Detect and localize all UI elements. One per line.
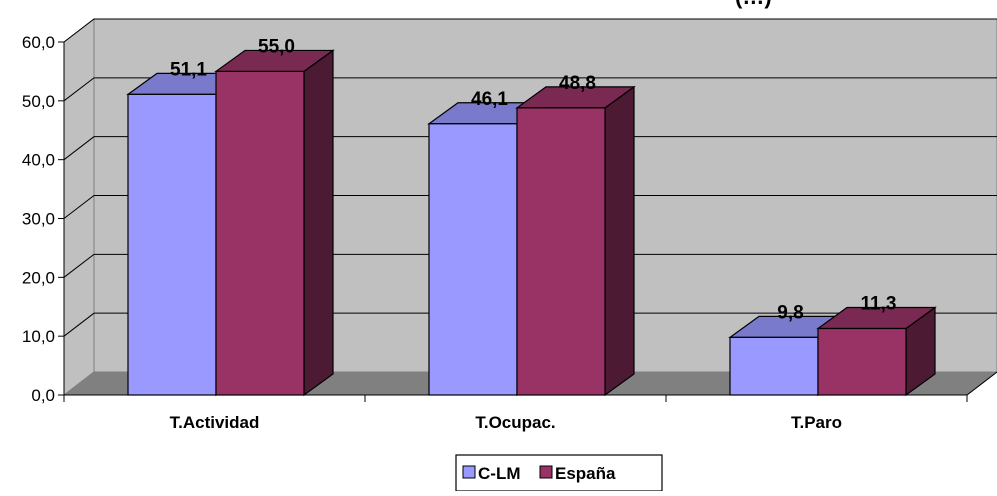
x-tick-label: T.Paro xyxy=(791,413,842,432)
bar-front xyxy=(516,107,606,396)
y-tick-label: 20,0 xyxy=(22,268,55,287)
bar-front xyxy=(729,336,819,396)
x-axis: T.Actividad T.Ocupac. T.Paro xyxy=(63,371,997,432)
chart-title: (…) xyxy=(735,0,772,9)
y-tick-label: 0,0 xyxy=(31,386,55,405)
bar xyxy=(214,49,335,397)
x-axis-depth xyxy=(966,371,997,396)
y-tick-label: 30,0 xyxy=(22,210,55,229)
data-label: 9,8 xyxy=(777,302,803,323)
gridline xyxy=(63,253,997,278)
legend-label: España xyxy=(555,464,616,483)
data-label: 46,1 xyxy=(471,89,508,110)
bar-side xyxy=(604,85,635,397)
y-tick-label: 40,0 xyxy=(22,151,55,170)
legend-label: C-LM xyxy=(478,464,520,483)
legend-swatch xyxy=(539,465,553,479)
y-axis: 0,0 10,0 20,0 30,0 40,0 50,0 60,0 xyxy=(22,33,65,405)
x-tick-label: T.Actividad xyxy=(170,413,260,432)
y-tick-label: 10,0 xyxy=(22,327,55,346)
y-tick-label: 60,0 xyxy=(22,33,55,52)
data-label: 55,0 xyxy=(258,36,295,57)
legend-swatch xyxy=(462,465,476,479)
gridline xyxy=(63,18,997,43)
gridline xyxy=(63,195,997,219)
bar xyxy=(515,85,636,397)
legend: C-LM España xyxy=(455,454,663,492)
bars: 51,1 55,0 46,1 48,8 9,8 11,3 xyxy=(126,36,937,397)
bar-front xyxy=(215,70,305,396)
gridline xyxy=(63,77,997,102)
data-label: 11,3 xyxy=(861,294,897,315)
bar-front xyxy=(127,93,217,396)
data-label: 51,1 xyxy=(170,59,207,80)
bar xyxy=(816,306,937,397)
bar-front xyxy=(428,123,518,396)
x-tick-label: T.Ocupac. xyxy=(475,413,555,432)
bar-side xyxy=(303,49,334,397)
bar-front xyxy=(817,327,907,396)
data-label: 48,8 xyxy=(559,73,596,94)
gridline xyxy=(63,312,997,337)
gridline xyxy=(63,136,997,161)
y-tick-label: 50,0 xyxy=(22,92,55,111)
